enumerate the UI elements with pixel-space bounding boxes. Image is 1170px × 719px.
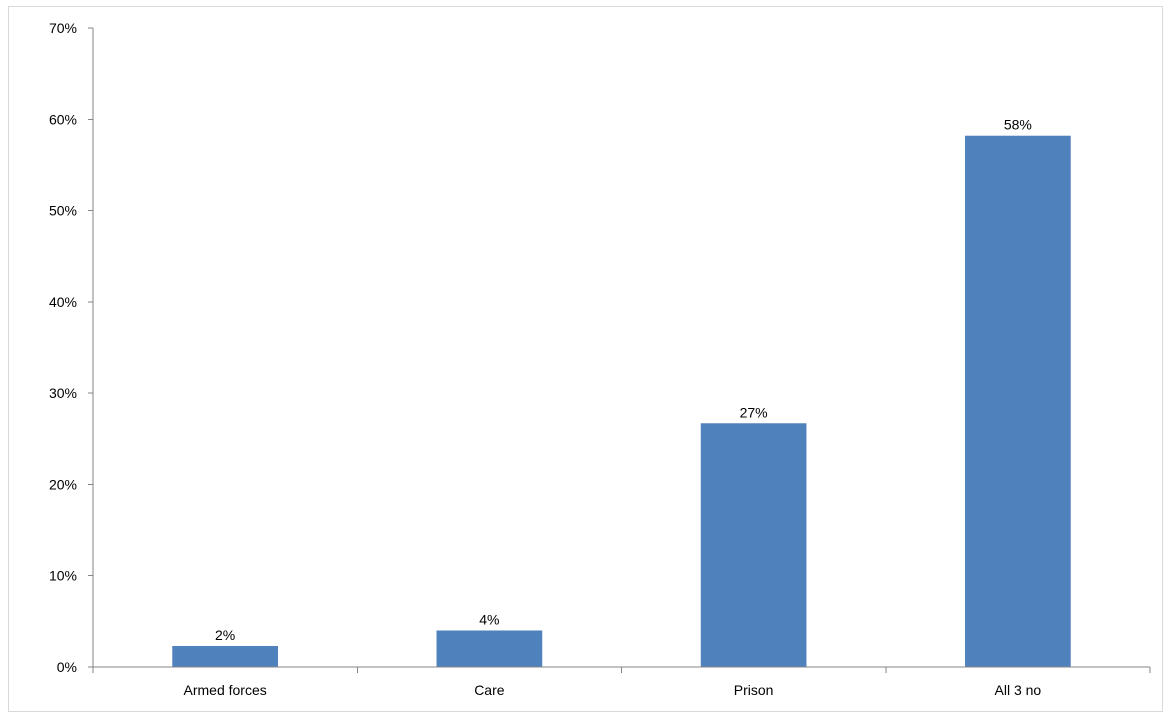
data-label: 58% xyxy=(1004,117,1032,133)
data-label: 2% xyxy=(215,627,235,643)
data-label: 27% xyxy=(740,404,768,420)
y-tick-label: 60% xyxy=(49,111,77,127)
y-tick-label: 50% xyxy=(49,203,77,219)
x-tick-label: Care xyxy=(474,682,505,698)
y-tick-label: 0% xyxy=(57,659,77,675)
y-axis: 0% 10% 20% 30% 40% 50% 60% 70% xyxy=(49,20,94,675)
bar xyxy=(965,135,1071,667)
x-axis: Armed forces Care Prison All 3 no xyxy=(92,666,1151,698)
bar xyxy=(436,630,543,667)
y-tick-label: 20% xyxy=(49,476,77,492)
x-tick-label: Prison xyxy=(734,682,774,698)
x-tick-label: Armed forces xyxy=(184,682,267,698)
bar-series: 2% 4% 27% 58% xyxy=(172,117,1071,667)
bar xyxy=(700,423,807,667)
bar xyxy=(172,646,278,667)
y-tick-label: 40% xyxy=(49,294,77,310)
y-tick-label: 10% xyxy=(49,568,77,584)
x-tick-label: All 3 no xyxy=(995,682,1042,698)
y-tick-label: 30% xyxy=(49,385,77,401)
y-tick-label: 70% xyxy=(49,20,77,36)
data-label: 4% xyxy=(479,611,499,627)
